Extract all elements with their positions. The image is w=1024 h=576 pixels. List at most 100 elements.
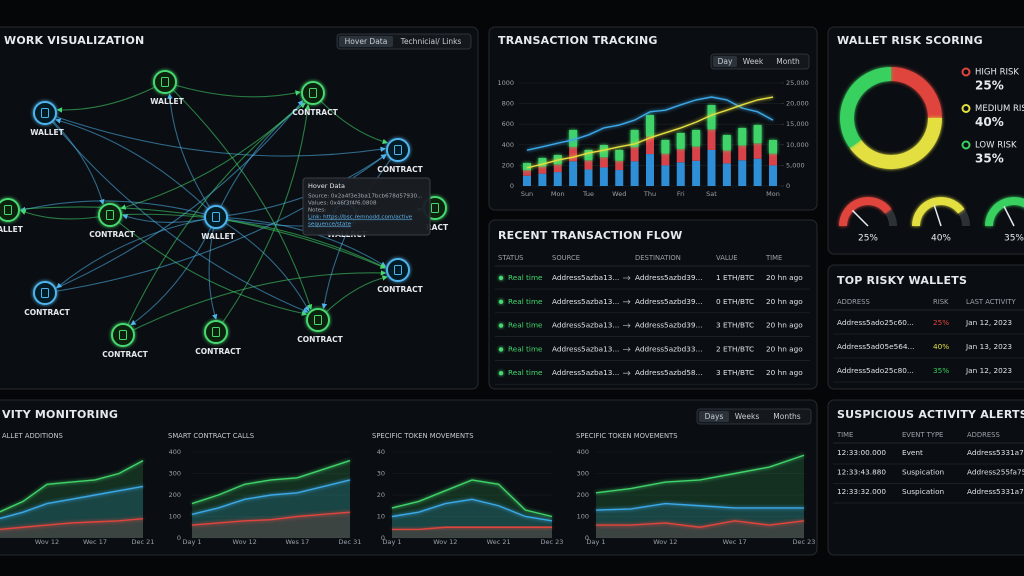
y2-tick-label: 25,000 [786, 79, 809, 87]
gauge-arc [985, 197, 1024, 227]
table-cell: Address5azbd39... [635, 321, 703, 330]
bar-segment [676, 162, 685, 186]
series-line [391, 479, 553, 518]
tab[interactable]: Weeks [735, 412, 760, 421]
tab-active[interactable] [699, 411, 729, 422]
network-node [98, 203, 122, 227]
table-cell: Address5azba13... [552, 273, 619, 282]
y2-tick-label: 15,000 [786, 120, 809, 128]
table-cell: Real time [508, 273, 543, 282]
chart-title: SPECIFIC TOKEN MOVEMENTS [372, 432, 474, 440]
bar-segment [569, 129, 578, 147]
column-header: TIME [836, 431, 853, 439]
node-label: CONTRACT [377, 165, 423, 174]
flow-arrow [623, 370, 631, 376]
series-line [0, 517, 144, 531]
panel-title: TOP RISKY WALLETS [837, 274, 967, 287]
bar-segment [523, 163, 531, 171]
bar-segment [553, 164, 562, 173]
bar-segment [584, 160, 593, 170]
tab[interactable]: Days [705, 412, 724, 421]
x-tick-label: Mon [551, 190, 565, 198]
bar-segment [769, 165, 777, 186]
tab[interactable]: Months [773, 412, 801, 421]
legend-value: 40% [975, 115, 1004, 129]
bar-segment [753, 158, 762, 186]
status-dot [498, 323, 504, 328]
y-tick-label: 400 [502, 141, 514, 149]
donut-segment [849, 117, 942, 169]
x-tick-label: Wov 12 [433, 538, 457, 546]
y-tick-label: 600 [502, 120, 514, 128]
tab[interactable]: Technicial/ Links [400, 37, 462, 46]
table-cell: Event [902, 448, 923, 457]
bar-segment [630, 146, 639, 162]
bar-segment [676, 148, 685, 163]
series-line [191, 459, 351, 505]
bar-segment [753, 125, 762, 144]
table-cell: 20 hn ago [766, 344, 803, 353]
table-cell: Address5azbd58... [635, 368, 703, 377]
node-label: CONTRACT [297, 335, 343, 344]
node-icon [212, 327, 220, 337]
bar-segment [584, 149, 593, 161]
x-tick-label: Wov 12 [233, 538, 257, 546]
network-edge [56, 81, 166, 113]
table-cell: Jan 12, 2023 [965, 318, 1012, 327]
x-tick-label: Wec 17 [723, 538, 747, 546]
tab[interactable]: Week [743, 57, 764, 66]
network-node [153, 70, 177, 94]
network-edge [122, 270, 387, 336]
series-line [191, 479, 351, 516]
tab-active[interactable] [713, 56, 737, 67]
x-tick-label: Dec 23 [541, 538, 564, 546]
bar-segment [569, 161, 578, 186]
area-fill [192, 512, 350, 538]
bar-segment [676, 132, 685, 149]
series-line [0, 459, 144, 513]
x-tick-label: Dec 23 [793, 538, 816, 546]
bar-segment [692, 129, 701, 147]
legend-label: HIGH RISK [975, 68, 1019, 78]
network-edge [208, 216, 218, 320]
tab[interactable]: Hover Data [345, 37, 388, 46]
gauge-needle [933, 204, 942, 227]
node-icon [212, 212, 220, 222]
table-cell: Address5azba13... [552, 368, 619, 377]
x-tick-label: Wes 17 [285, 538, 309, 546]
bar-segment [615, 170, 624, 186]
y-tick-label: 0 [510, 182, 514, 190]
node-icon [309, 88, 317, 98]
x-tick-label: Fri [677, 190, 685, 198]
y-tick-label: 300 [577, 470, 589, 478]
bar-segment [523, 175, 531, 186]
tab[interactable]: Day [718, 57, 733, 66]
column-header: STATUS [498, 254, 524, 262]
table-cell: 2 ETH/BTC [716, 344, 754, 353]
tab-active[interactable] [339, 36, 393, 47]
bar-segment [523, 170, 531, 176]
panel-title: TRANSACTION TRACKING [498, 34, 658, 47]
series-line [596, 520, 805, 528]
table-cell: Address5ado25c60... [837, 318, 914, 327]
bar-segment [646, 115, 654, 137]
table-cell: 12:33:32.000 [837, 487, 886, 496]
table-cell: Address5azbd39... [635, 273, 703, 282]
gauge-label: 35% [1004, 234, 1024, 244]
gauge-label: 40% [931, 234, 951, 244]
network-edge [44, 112, 386, 157]
tab[interactable]: Month [776, 57, 800, 66]
gauge-arc [839, 197, 892, 227]
bar-segment [707, 105, 716, 130]
bar-segment [722, 150, 731, 164]
bar-segment [692, 146, 701, 161]
network-node [204, 205, 228, 229]
bar-segment [738, 160, 747, 186]
area-fill [192, 479, 350, 538]
table-cell: 20 hn ago [766, 297, 803, 306]
gauge-needle [1003, 206, 1015, 227]
bar-segment [584, 169, 593, 186]
table-cell: Address5331a75... [967, 487, 1024, 496]
panel-title: VITY MONITORING [2, 408, 118, 421]
